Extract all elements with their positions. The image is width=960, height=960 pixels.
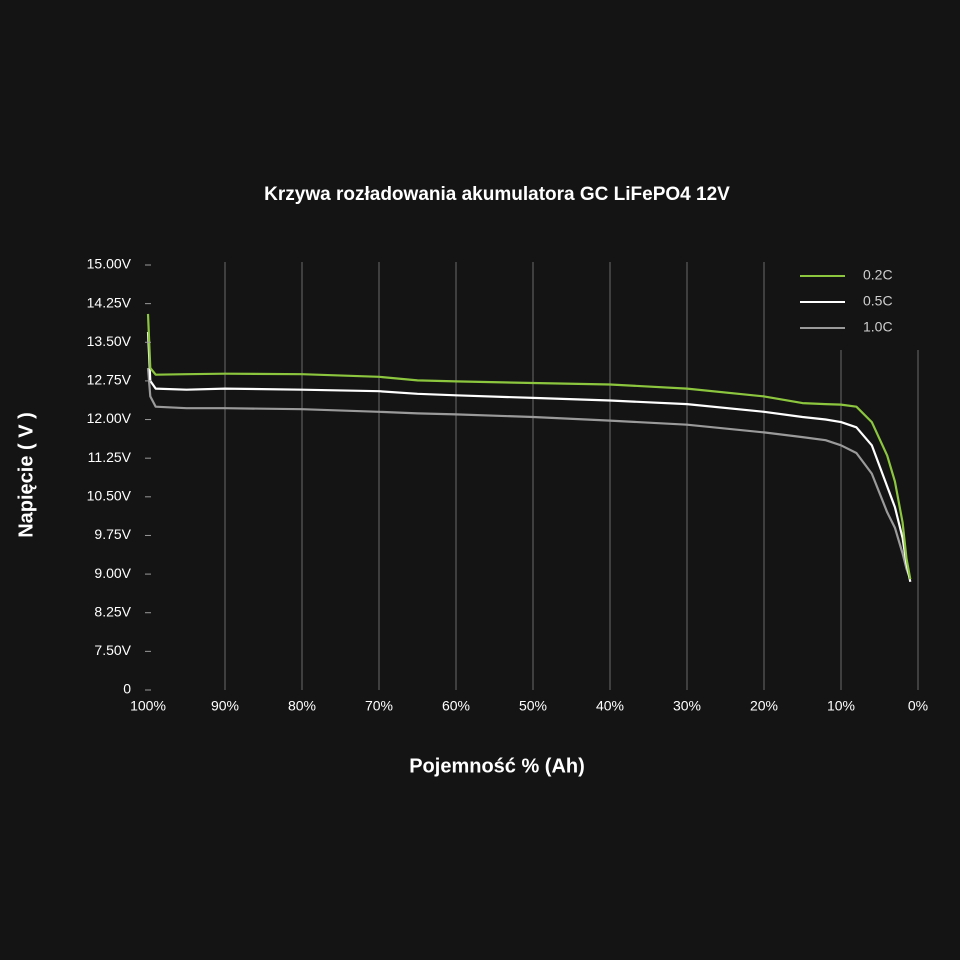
y-tick-label: 15.00V xyxy=(87,256,132,272)
x-tick-label: 90% xyxy=(211,698,239,714)
y-axis-title: Napięcie ( V ) xyxy=(15,412,37,538)
series-line xyxy=(146,367,912,580)
series-line xyxy=(146,331,912,583)
grid xyxy=(224,262,919,690)
y-tick-label: 13.50V xyxy=(87,333,132,349)
y-tick-label: 12.00V xyxy=(87,410,132,426)
y-tick-label: 9.75V xyxy=(94,526,131,542)
x-tick-label: 70% xyxy=(365,698,393,714)
plot xyxy=(146,313,912,583)
x-tick-label: 30% xyxy=(673,698,701,714)
y-tick-label: 9.00V xyxy=(94,565,131,581)
legend-label: 0.2C xyxy=(863,267,893,283)
x-tick-label: 10% xyxy=(827,698,855,714)
x-tick-label: 0% xyxy=(908,698,928,714)
y-tick-label: 14.25V xyxy=(87,294,132,310)
series-line xyxy=(146,313,912,580)
legend-label: 0.5C xyxy=(863,293,893,309)
x-tick-label: 100% xyxy=(130,698,166,714)
x-tick-label: 20% xyxy=(750,698,778,714)
y-tick-label: 10.50V xyxy=(87,488,132,504)
x-tick-label: 50% xyxy=(519,698,547,714)
y-tick-label: 0 xyxy=(123,681,131,697)
chart-title: Krzywa rozładowania akumulatora GC LiFeP… xyxy=(264,184,730,205)
y-tick-label: 11.25V xyxy=(88,449,132,465)
y-tick-label: 8.25V xyxy=(94,603,131,619)
x-tick-label: 60% xyxy=(442,698,470,714)
x-tick-label: 80% xyxy=(288,698,316,714)
x-tick-label: 40% xyxy=(596,698,624,714)
legend-label: 1.0C xyxy=(863,319,893,335)
y-tick-label: 7.50V xyxy=(94,642,131,658)
x-axis-title: Pojemność % (Ah) xyxy=(409,755,585,777)
y-tick-label: 12.75V xyxy=(87,372,132,388)
